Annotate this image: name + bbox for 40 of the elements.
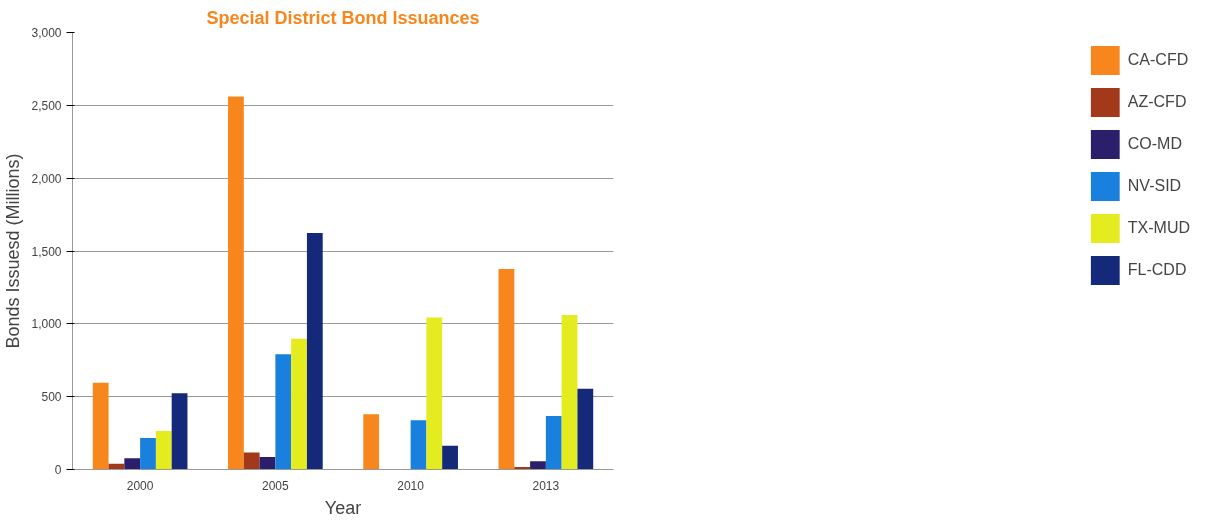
- x-tick-label: 2005: [262, 478, 290, 493]
- x-tick-label: 2010: [397, 478, 425, 493]
- bar: [228, 96, 244, 470]
- bar: [124, 458, 141, 470]
- bar: [561, 314, 578, 470]
- y-tick-label: 2,000: [31, 171, 62, 186]
- x-tick-label: 2000: [126, 478, 154, 493]
- y-axis-title: Bonds Issuesd (Millions): [3, 153, 24, 349]
- legend-label: FL-CDD: [1127, 261, 1187, 279]
- bar: [243, 452, 260, 470]
- bar: [306, 233, 323, 470]
- legend-label: CA-CFD: [1127, 51, 1189, 69]
- legend-label: CO-MD: [1127, 135, 1182, 153]
- y-tick-label: 1,000: [31, 317, 62, 332]
- bar: [442, 445, 458, 470]
- legend-label: TX-MUD: [1127, 219, 1190, 237]
- bar: [530, 461, 546, 470]
- bar: [498, 268, 515, 470]
- legend-label: NV-SID: [1127, 177, 1182, 195]
- y-tick-label: 500: [41, 390, 62, 405]
- y-tick-label: 3,000: [31, 26, 62, 40]
- y-tick-label: 1,500: [31, 244, 62, 259]
- bar: [426, 317, 443, 470]
- bar: [545, 416, 562, 470]
- bar: [92, 382, 109, 470]
- x-tick-label: 2013: [532, 478, 560, 493]
- x-axis-title: Year: [324, 497, 362, 518]
- y-tick-label: 2,500: [31, 98, 62, 113]
- bar: [171, 393, 188, 470]
- legend-label: AZ-CFD: [1127, 93, 1187, 111]
- bar: [291, 338, 307, 470]
- bar: [140, 437, 156, 470]
- bar: [410, 420, 427, 470]
- bar: [259, 457, 276, 470]
- chart-title: Special District Bond Issuances: [206, 7, 480, 28]
- bar: [577, 388, 594, 470]
- bar: [155, 431, 172, 470]
- y-tick-label: 0: [54, 463, 62, 477]
- bar: [275, 354, 292, 470]
- bar: [363, 414, 380, 470]
